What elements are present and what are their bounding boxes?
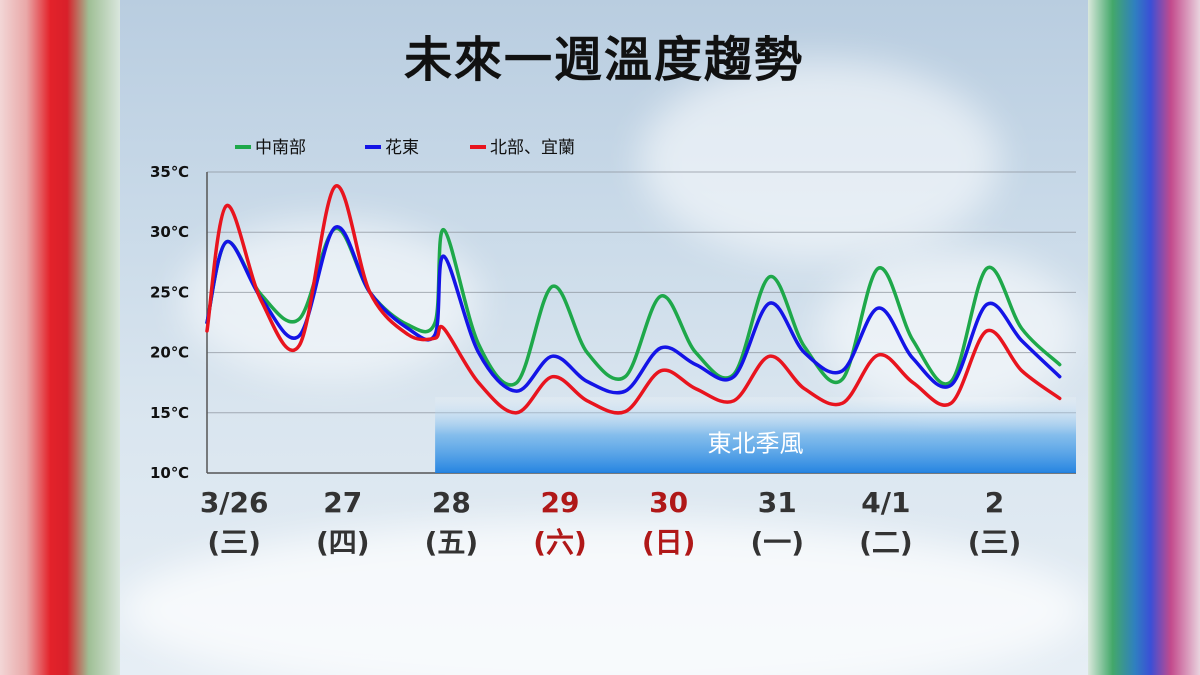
x-date-label: 30 [649,486,688,519]
monsoon-band [435,397,1076,473]
x-weekday-label: (日) [642,526,696,559]
x-weekday-label: (一) [750,526,804,559]
x-date-label: 4/1 [861,486,910,519]
x-date-label: 29 [541,486,580,519]
cloud-decoration [120,520,1088,675]
x-weekday-label: (二) [859,526,913,559]
series-line-3 [205,184,1062,415]
legend-label: 北部、宜蘭 [490,138,575,158]
x-date-label: 31 [758,486,797,519]
y-tick-label: 25℃ [150,283,189,301]
x-date-label: 27 [323,486,362,519]
x-weekday-label: (四) [316,526,370,559]
left-side-decoration [0,0,120,675]
cloud-decoration [180,220,480,380]
x-weekday-label: (五) [425,526,479,559]
y-tick-label: 15℃ [150,404,189,422]
chart-panel: 未來一週溫度趨勢 35℃ 30℃ 25℃ 20℃ 15℃ 10℃ 東北季風 中南部 花東 北部、宜… [120,0,1088,675]
x-weekday-label: (六) [533,526,587,559]
right-side-decoration [1088,0,1200,675]
x-weekday-label: (三) [207,526,261,559]
x-date-label: 2 [985,486,1004,519]
cloud-decoration [640,60,1000,260]
y-tick-label: 20℃ [150,344,189,362]
legend-label: 中南部 [255,138,306,158]
x-date-label: 28 [432,486,471,519]
y-tick-label: 35℃ [150,163,189,181]
series-line-1 [205,226,1062,387]
y-tick-label: 30℃ [150,223,189,241]
series-line-2 [205,225,1062,395]
y-tick-label: 10℃ [150,464,189,482]
monsoon-band-label: 東北季風 [708,429,804,457]
page-title: 未來一週溫度趨勢 [403,32,804,88]
x-weekday-label: (三) [968,526,1022,559]
x-date-label: 3/26 [200,486,269,519]
temperature-line-chart: 35℃ 30℃ 25℃ 20℃ 15℃ 10℃ 東北季風 中南部 花東 北部、宜蘭 3/26 (三) 2… [150,138,1076,559]
legend-label: 花東 [385,138,419,158]
